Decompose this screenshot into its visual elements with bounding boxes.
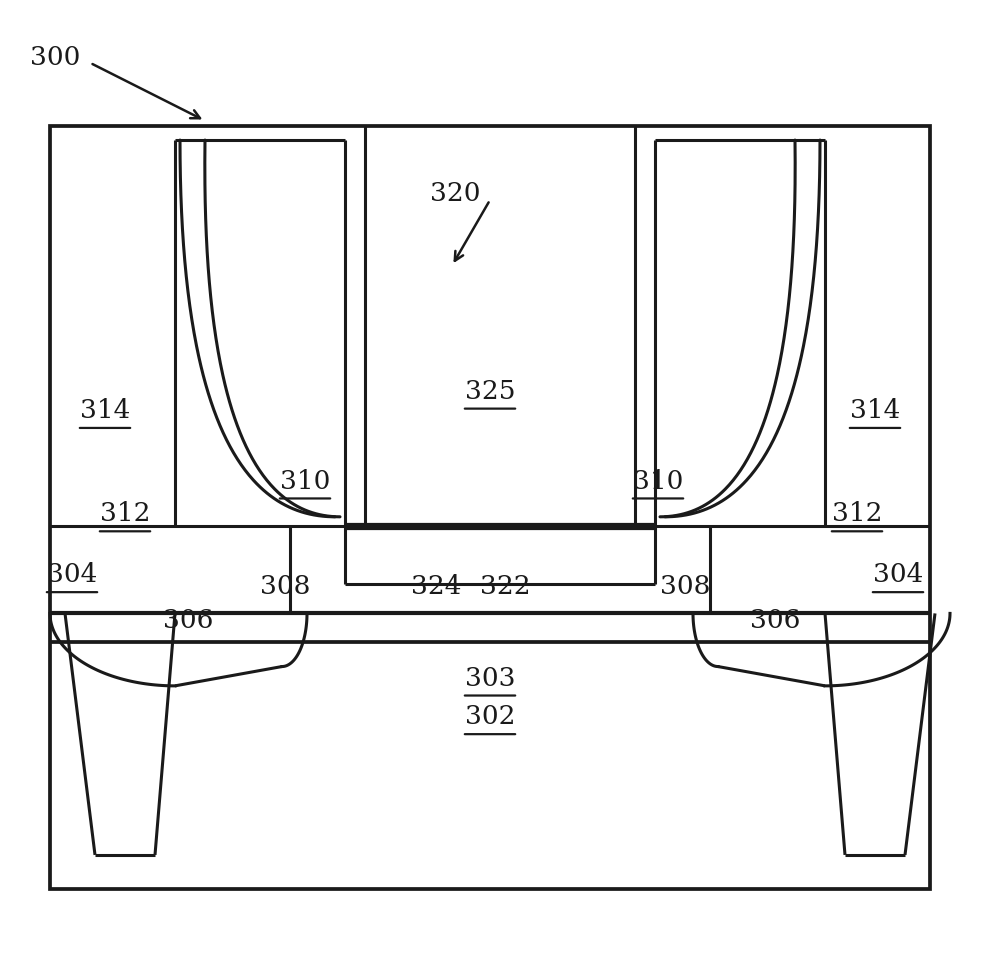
Text: 325: 325 [465, 379, 515, 404]
Text: 310: 310 [633, 469, 683, 494]
Text: 324: 324 [411, 574, 461, 599]
Text: 306: 306 [163, 608, 213, 633]
Text: 308: 308 [260, 574, 310, 599]
Text: 308: 308 [660, 574, 710, 599]
Text: 303: 303 [465, 666, 515, 691]
Text: 304: 304 [873, 562, 923, 587]
Text: 312: 312 [832, 501, 882, 526]
Text: 314: 314 [80, 398, 130, 423]
Text: 300: 300 [30, 45, 80, 71]
Text: 306: 306 [750, 608, 800, 633]
Text: 312: 312 [100, 501, 150, 526]
Text: 310: 310 [280, 469, 330, 494]
Text: 320: 320 [430, 181, 480, 206]
Text: 304: 304 [47, 562, 97, 587]
Text: 322: 322 [480, 574, 530, 599]
Text: 302: 302 [465, 704, 515, 729]
Text: 314: 314 [850, 398, 900, 423]
